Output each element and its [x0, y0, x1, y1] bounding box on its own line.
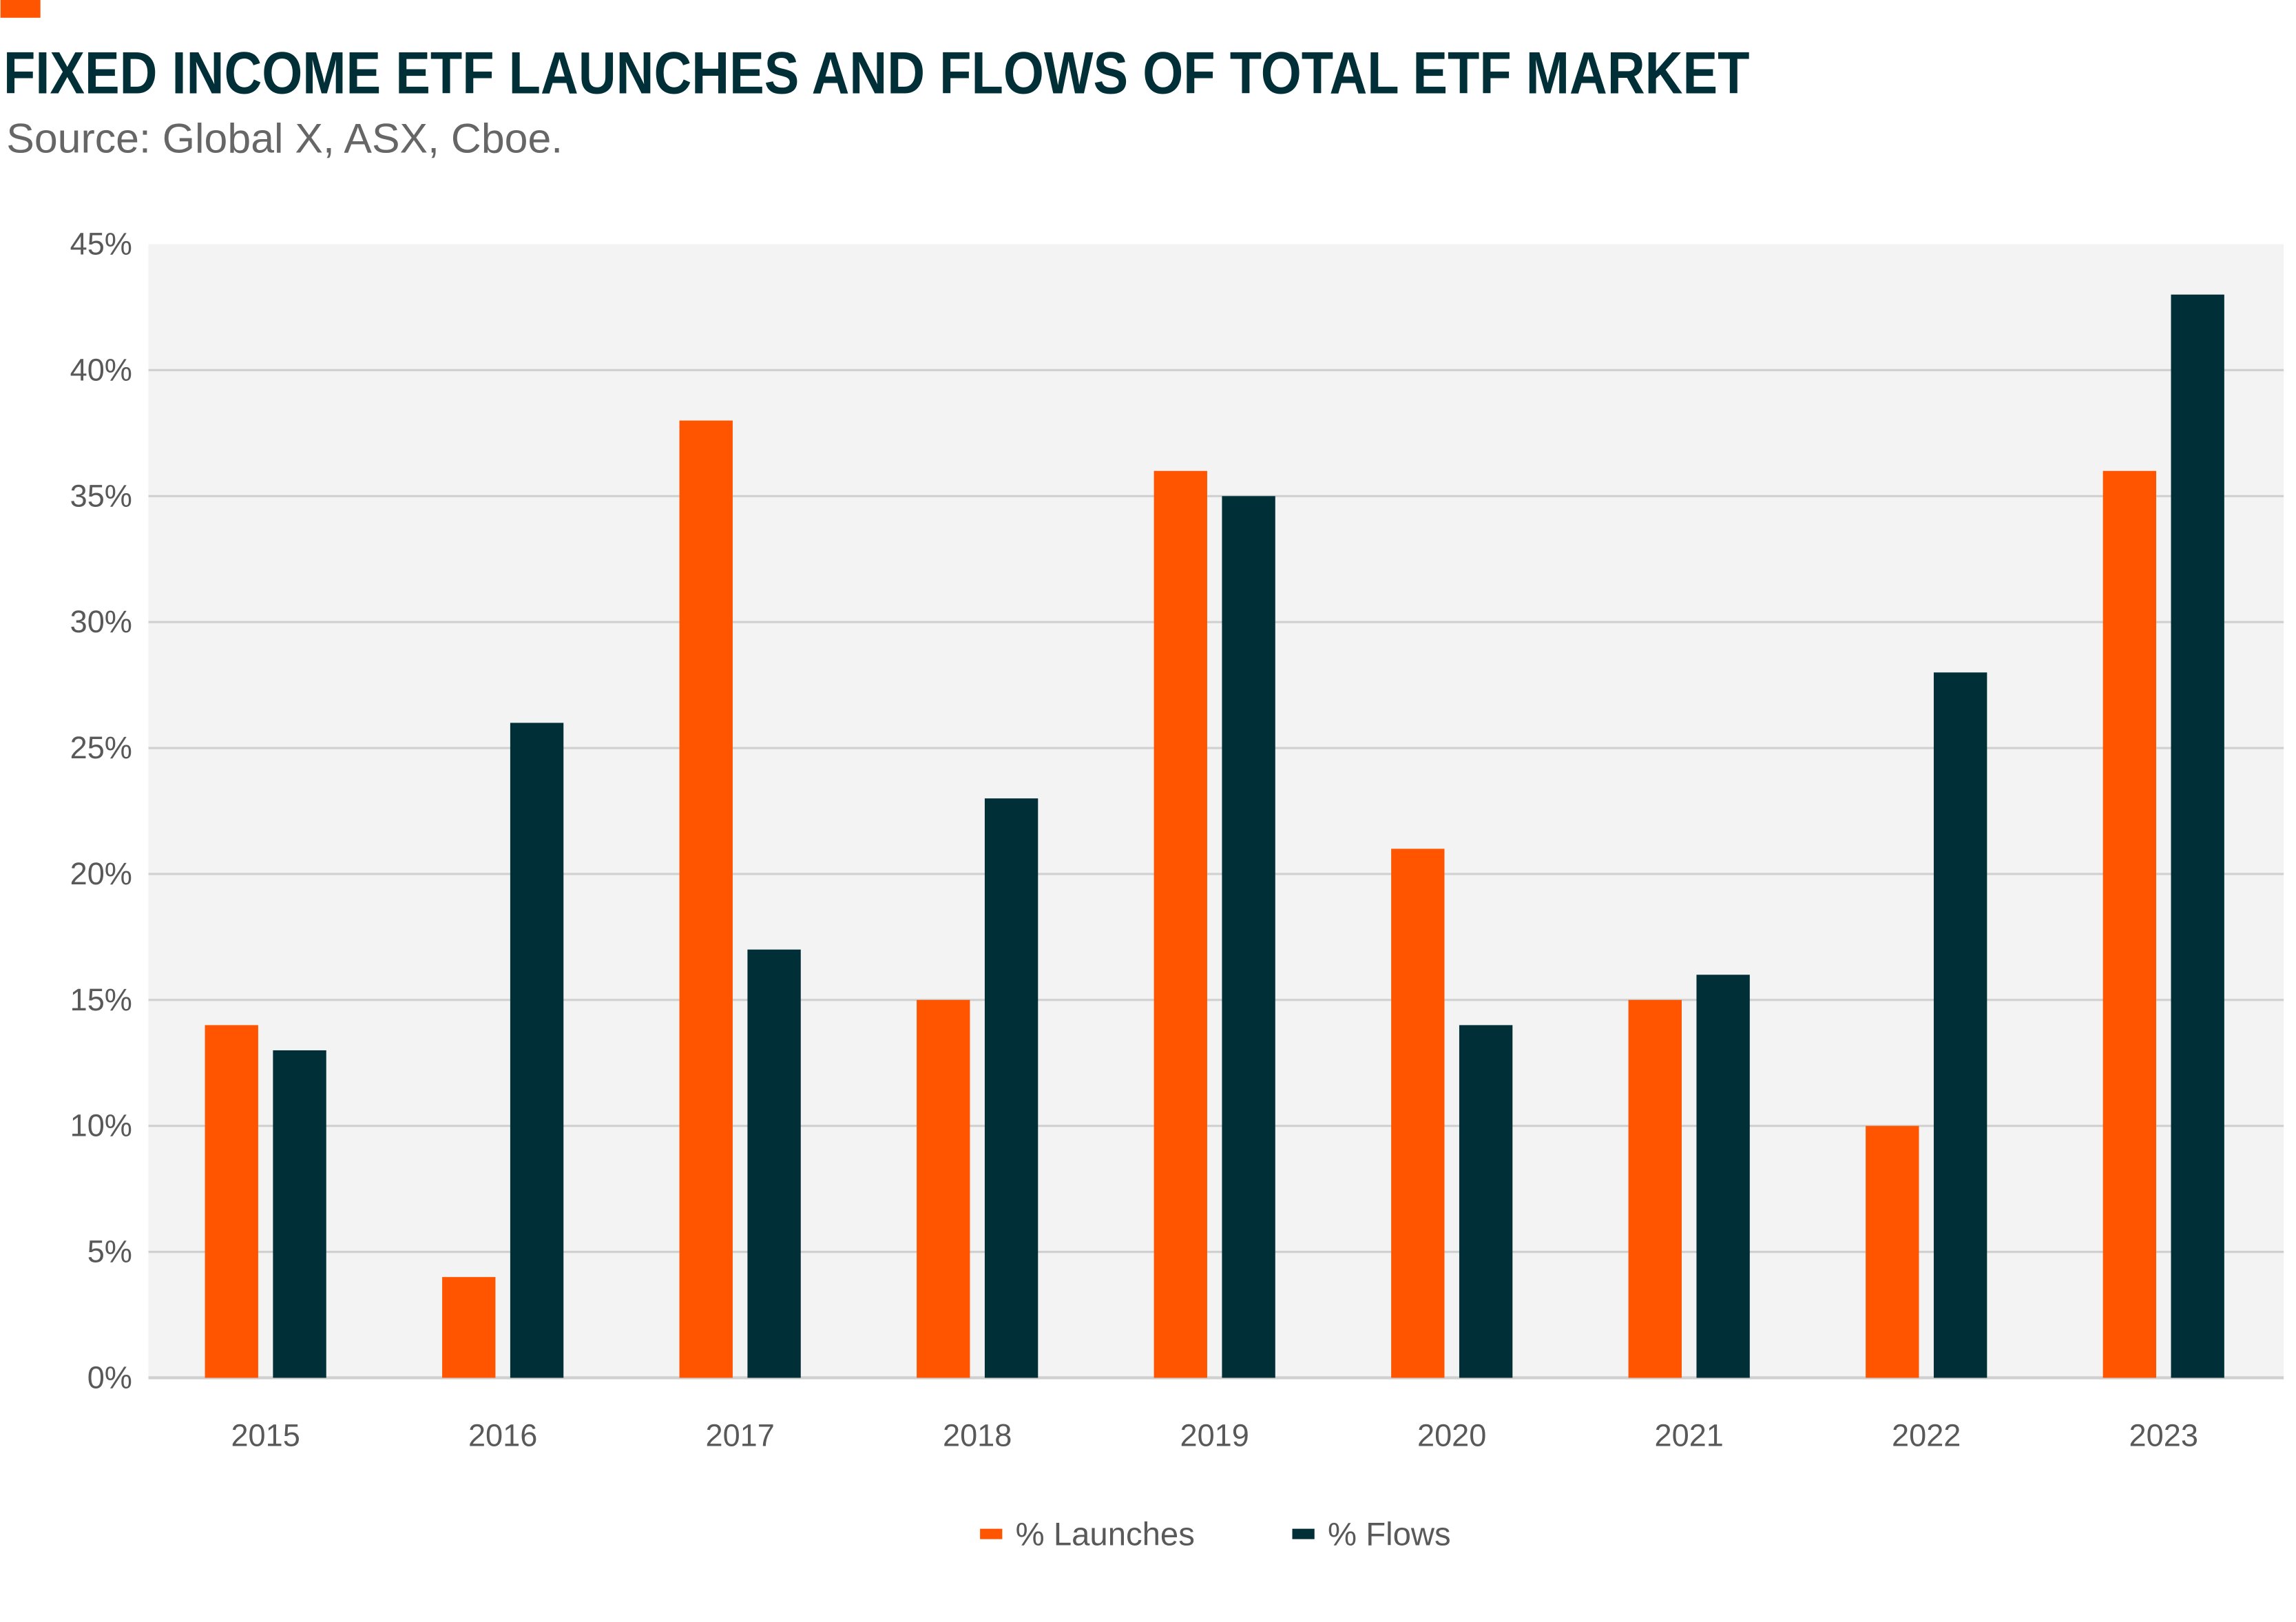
- bar-flows-2015: [273, 1050, 326, 1378]
- y-tick-label: 35%: [70, 478, 132, 513]
- x-tick-label: 2016: [468, 1417, 537, 1453]
- x-tick-label: 2020: [1417, 1417, 1486, 1453]
- gridlines: [148, 368, 2284, 1380]
- legend-label-launches: % Launches: [1016, 1516, 1195, 1552]
- bar-launches-2018: [917, 999, 970, 1378]
- y-tick-label: 25%: [70, 730, 132, 765]
- chart-title: FIXED INCOME ETF LAUNCHES AND FLOWS OF T…: [3, 40, 1749, 106]
- legend-swatch-launches: [980, 1528, 1003, 1539]
- y-tick-label: 5%: [87, 1234, 132, 1269]
- bar-launches-2016: [442, 1277, 496, 1378]
- y-tick-label: 40%: [70, 352, 132, 387]
- y-axis-ticks: 0% 5% 10% 15% 20% 25% 30% 35% 40% 45%: [70, 227, 132, 1395]
- legend: % Launches % Flows: [980, 1516, 1451, 1552]
- y-tick-label: 0%: [87, 1360, 132, 1395]
- bars: [205, 294, 2224, 1378]
- bar-flows-2023: [2171, 294, 2224, 1378]
- y-tick-label: 10%: [70, 1108, 132, 1143]
- x-tick-label: 2022: [1892, 1417, 1961, 1453]
- legend-swatch-flows: [1292, 1528, 1315, 1539]
- bar-launches-2019: [1154, 470, 1207, 1378]
- bar-launches-2021: [1628, 999, 1682, 1378]
- bar-launches-2020: [1391, 849, 1445, 1378]
- bar-launches-2015: [205, 1025, 258, 1378]
- chart-subtitle: Source: Global X, ASX, Cboe.: [6, 115, 563, 161]
- y-tick-label: 45%: [70, 227, 132, 262]
- bar-flows-2021: [1696, 975, 1750, 1378]
- bar-launches-2017: [679, 420, 733, 1378]
- accent-bar: [0, 0, 41, 18]
- x-tick-label: 2019: [1180, 1417, 1249, 1453]
- x-tick-label: 2018: [943, 1417, 1012, 1453]
- bar-flows-2020: [1459, 1025, 1513, 1378]
- x-axis-ticks: 2015 2016 2017 2018 2019 2020 2021 2022 2023: [231, 1417, 2198, 1453]
- plot-area: [148, 244, 2284, 1378]
- bar-flows-2018: [984, 798, 1039, 1378]
- bar-launches-2023: [2102, 470, 2156, 1378]
- bar-flows-2022: [1933, 672, 1987, 1378]
- x-tick-label: 2023: [2129, 1417, 2198, 1453]
- bar-flows-2016: [510, 722, 564, 1378]
- legend-label-flows: % Flows: [1328, 1516, 1451, 1552]
- y-tick-label: 15%: [70, 982, 132, 1017]
- bar-flows-2019: [1222, 496, 1275, 1378]
- y-tick-label: 20%: [70, 856, 132, 891]
- x-tick-label: 2021: [1655, 1417, 1724, 1453]
- bar-flows-2017: [747, 949, 801, 1378]
- y-tick-label: 30%: [70, 604, 132, 639]
- x-tick-label: 2015: [231, 1417, 300, 1453]
- bar-launches-2022: [1866, 1125, 1919, 1378]
- x-tick-label: 2017: [705, 1417, 774, 1453]
